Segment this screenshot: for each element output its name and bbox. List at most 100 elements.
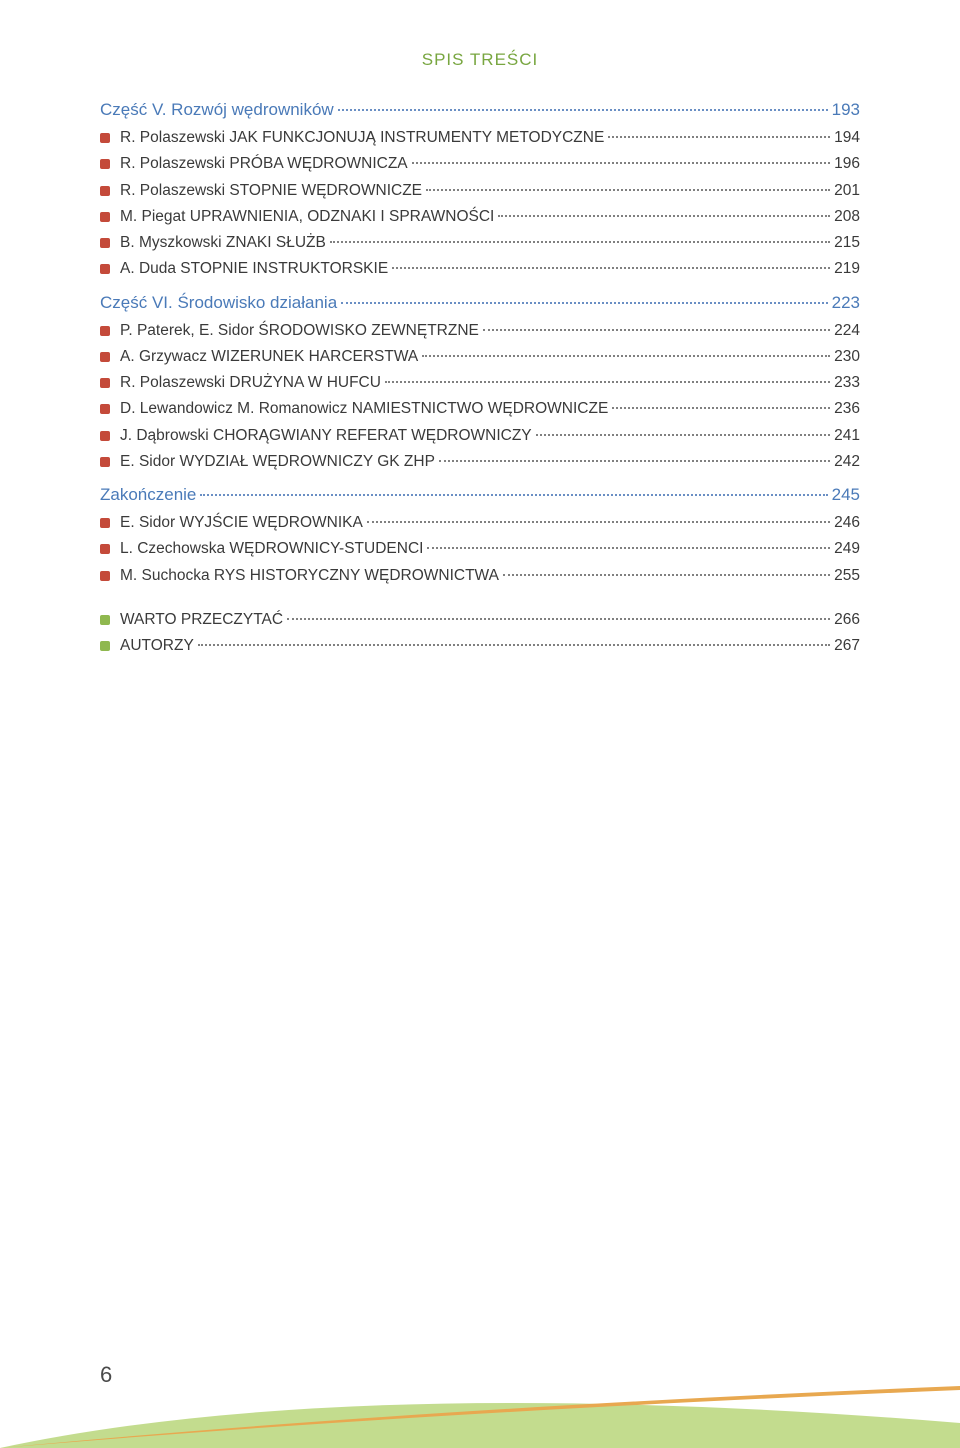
entry-page: 196: [834, 152, 860, 175]
leader-dots: [287, 618, 830, 620]
entry-page: 230: [834, 345, 860, 368]
toc-entry: E. Sidor WYDZIAŁ WĘDROWNICZY GK ZHP 242: [100, 450, 860, 473]
section-title: Część VI. Środowisko działania 223: [100, 293, 860, 313]
entry-page: 242: [834, 450, 860, 473]
bullet-red-icon: [100, 212, 110, 222]
leader-dots: [385, 381, 830, 383]
entry-label: E. Sidor WYDZIAŁ WĘDROWNICZY GK ZHP: [120, 450, 435, 473]
entry-page: 241: [834, 424, 860, 447]
page-header: SPIS TREŚCI: [100, 50, 860, 70]
page-number: 6: [100, 1362, 112, 1388]
leader-dots: [367, 521, 830, 523]
bullet-red-icon: [100, 518, 110, 528]
entry-label: L. Czechowska WĘDROWNICY-STUDENCI: [120, 537, 423, 560]
toc-entry: R. Polaszewski JAK FUNKCJONUJĄ INSTRUMEN…: [100, 126, 860, 149]
toc-entry: A. Grzywacz WIZERUNEK HARCERSTWA 230: [100, 345, 860, 368]
toc-entry: P. Paterek, E. Sidor ŚRODOWISKO ZEWNĘTRZ…: [100, 319, 860, 342]
leader-dots: [536, 434, 830, 436]
toc-entry: J. Dąbrowski CHORĄGWIANY REFERAT WĘDROWN…: [100, 424, 860, 447]
entry-label: B. Myszkowski ZNAKI SŁUŻB: [120, 231, 326, 254]
toc-entry: D. Lewandowicz M. Romanowicz NAMIESTNICT…: [100, 397, 860, 420]
entry-label: R. Polaszewski DRUŻYNA W HUFCU: [120, 371, 381, 394]
leader-dots: [338, 109, 828, 111]
leader-dots: [427, 547, 830, 549]
entry-page: 249: [834, 537, 860, 560]
header-text: SPIS TREŚCI: [422, 50, 539, 69]
entry-label: D. Lewandowicz M. Romanowicz NAMIESTNICT…: [120, 397, 608, 420]
entry-label: AUTORZY: [120, 634, 194, 657]
entry-page: 219: [834, 257, 860, 280]
entry-label: R. Polaszewski JAK FUNKCJONUJĄ INSTRUMEN…: [120, 126, 604, 149]
toc-entry: WARTO PRZECZYTAĆ 266: [100, 608, 860, 631]
entry-label: R. Polaszewski STOPNIE WĘDROWNICZE: [120, 179, 422, 202]
section-page: 245: [832, 485, 860, 505]
section-title: Zakończenie 245: [100, 485, 860, 505]
footer-decoration: [0, 1368, 960, 1448]
bullet-red-icon: [100, 431, 110, 441]
leader-dots: [412, 162, 830, 164]
leader-dots: [498, 215, 830, 217]
entry-label: A. Grzywacz WIZERUNEK HARCERSTWA: [120, 345, 418, 368]
bullet-red-icon: [100, 186, 110, 196]
entry-page: 267: [834, 634, 860, 657]
entry-page: 266: [834, 608, 860, 631]
page-content: SPIS TREŚCI Część V. Rozwój wędrowników 1…: [0, 0, 960, 657]
entry-page: 255: [834, 564, 860, 587]
entry-page: 233: [834, 371, 860, 394]
section-title: Część V. Rozwój wędrowników 193: [100, 100, 860, 120]
entry-page: 208: [834, 205, 860, 228]
bullet-red-icon: [100, 264, 110, 274]
entry-label: R. Polaszewski PRÓBA WĘDROWNICZA: [120, 152, 408, 175]
toc-entry: AUTORZY 267: [100, 634, 860, 657]
bullet-red-icon: [100, 133, 110, 143]
bullet-red-icon: [100, 457, 110, 467]
bullet-red-icon: [100, 238, 110, 248]
table-of-contents: Część V. Rozwój wędrowników 193 R. Polasze…: [100, 100, 860, 657]
bullet-red-icon: [100, 326, 110, 336]
section-title-label: Część V. Rozwój wędrowników: [100, 100, 334, 120]
leader-dots: [426, 189, 830, 191]
leader-dots: [422, 355, 830, 357]
leader-dots: [439, 460, 830, 462]
toc-entry: R. Polaszewski STOPNIE WĘDROWNICZE 201: [100, 179, 860, 202]
bullet-green-icon: [100, 615, 110, 625]
entry-label: P. Paterek, E. Sidor ŚRODOWISKO ZEWNĘTRZ…: [120, 319, 479, 342]
leader-dots: [608, 136, 830, 138]
entry-label: A. Duda STOPNIE INSTRUKTORSKIE: [120, 257, 388, 280]
section-title-label: Zakończenie: [100, 485, 196, 505]
toc-entry: A. Duda STOPNIE INSTRUKTORSKIE 219: [100, 257, 860, 280]
leader-dots: [341, 302, 827, 304]
toc-entry: M. Suchocka RYS HISTORYCZNY WĘDROWNICTWA…: [100, 564, 860, 587]
bullet-green-icon: [100, 641, 110, 651]
bullet-red-icon: [100, 571, 110, 581]
entry-page: 215: [834, 231, 860, 254]
section-page: 223: [832, 293, 860, 313]
toc-entry: R. Polaszewski DRUŻYNA W HUFCU 233: [100, 371, 860, 394]
entry-page: 236: [834, 397, 860, 420]
entry-label: WARTO PRZECZYTAĆ: [120, 608, 283, 631]
entry-page: 201: [834, 179, 860, 202]
bullet-red-icon: [100, 544, 110, 554]
entry-label: E. Sidor WYJŚCIE WĘDROWNIKA: [120, 511, 363, 534]
leader-dots: [612, 407, 830, 409]
bullet-red-icon: [100, 352, 110, 362]
toc-entry: L. Czechowska WĘDROWNICY-STUDENCI 249: [100, 537, 860, 560]
bullet-red-icon: [100, 378, 110, 388]
leader-dots: [200, 494, 827, 496]
entry-label: M. Piegat UPRAWNIENIA, ODZNAKI I SPRAWNO…: [120, 205, 494, 228]
bullet-red-icon: [100, 404, 110, 414]
toc-entry: B. Myszkowski ZNAKI SŁUŻB 215: [100, 231, 860, 254]
leader-dots: [198, 644, 830, 646]
toc-entry: M. Piegat UPRAWNIENIA, ODZNAKI I SPRAWNO…: [100, 205, 860, 228]
entry-page: 246: [834, 511, 860, 534]
entry-page: 194: [834, 126, 860, 149]
section-title-label: Część VI. Środowisko działania: [100, 293, 337, 313]
section-page: 193: [832, 100, 860, 120]
leader-dots: [392, 267, 830, 269]
leader-dots: [330, 241, 830, 243]
bullet-red-icon: [100, 159, 110, 169]
leader-dots: [503, 574, 830, 576]
entry-label: J. Dąbrowski CHORĄGWIANY REFERAT WĘDROWN…: [120, 424, 532, 447]
toc-entry: E. Sidor WYJŚCIE WĘDROWNIKA 246: [100, 511, 860, 534]
entry-label: M. Suchocka RYS HISTORYCZNY WĘDROWNICTWA: [120, 564, 499, 587]
